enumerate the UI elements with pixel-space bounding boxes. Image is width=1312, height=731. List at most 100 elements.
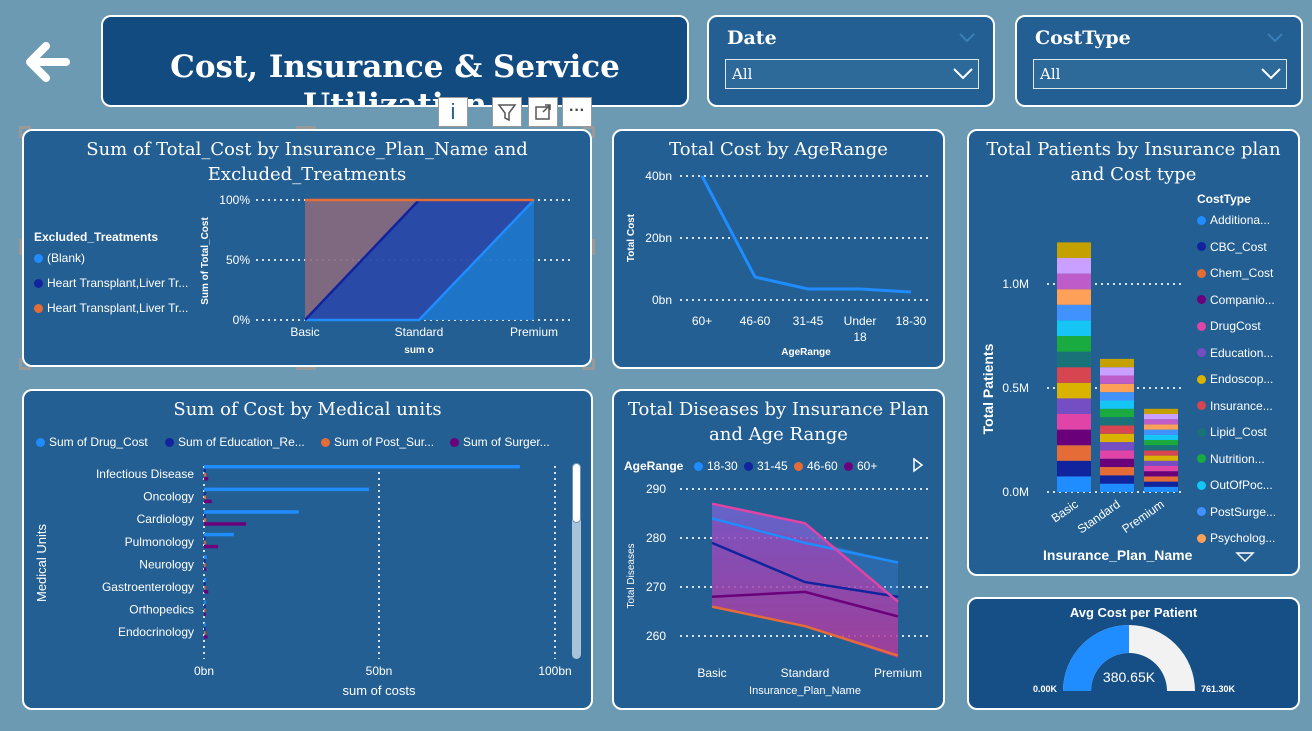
bar-segment[interactable] (1057, 336, 1091, 352)
bar[interactable] (204, 582, 206, 586)
back-button[interactable] (22, 38, 70, 86)
grouped-bars[interactable] (204, 465, 520, 639)
bar-segment[interactable] (1144, 445, 1178, 451)
legend-item[interactable]: OutOfPoc... (1197, 478, 1273, 492)
bar-segment[interactable] (1144, 429, 1178, 435)
bar-segment[interactable] (1100, 458, 1134, 468)
legend-item[interactable]: CBC_Cost (1197, 240, 1267, 254)
bar[interactable] (204, 536, 206, 541)
bar-segment[interactable] (1100, 450, 1134, 459)
bar[interactable] (204, 600, 206, 605)
bar[interactable] (204, 631, 206, 635)
bar[interactable] (204, 499, 212, 504)
bar[interactable] (204, 623, 206, 627)
bar-segment[interactable] (1100, 383, 1134, 393)
bar[interactable] (204, 469, 206, 473)
bar[interactable] (204, 477, 209, 481)
bar[interactable] (204, 586, 206, 590)
bar[interactable] (204, 563, 206, 567)
bar-segment[interactable] (1057, 351, 1091, 368)
date-dropdown[interactable]: All (725, 59, 979, 89)
legend-item[interactable]: Additiona... (1197, 213, 1270, 227)
info-button[interactable]: i (438, 97, 468, 127)
bar-segment[interactable] (1100, 367, 1134, 376)
bar-segment[interactable] (1100, 467, 1134, 476)
legend-item[interactable]: PostSurge... (1197, 505, 1276, 519)
bar[interactable] (204, 578, 207, 582)
bar[interactable] (204, 559, 206, 563)
bar[interactable] (204, 540, 206, 545)
bar[interactable] (204, 495, 207, 500)
legend-item[interactable]: 18-30 (694, 459, 738, 473)
more-options-button[interactable]: ··· (562, 97, 592, 127)
line-series[interactable] (711, 590, 899, 618)
scrollbar-thumb[interactable] (572, 463, 581, 523)
bar[interactable] (204, 522, 247, 526)
bar-segment[interactable] (1144, 424, 1178, 430)
bar-segment[interactable] (1100, 392, 1134, 401)
legend-item[interactable]: Heart Transplant,Liver Tr... (34, 301, 188, 315)
bar-segment[interactable] (1057, 289, 1091, 305)
bar[interactable] (204, 627, 206, 631)
bar[interactable] (204, 608, 206, 613)
line-series[interactable] (711, 502, 899, 603)
avg-cost-gauge[interactable]: Avg Cost per Patient 380.65K 0.00K 761.3… (967, 597, 1300, 710)
bar-segment[interactable] (1057, 445, 1091, 461)
legend-next-icon[interactable] (912, 457, 924, 473)
legend-item[interactable]: (Blank) (34, 251, 85, 265)
bar[interactable] (204, 590, 209, 594)
chevron-down-icon[interactable] (1267, 33, 1283, 43)
bar-segment[interactable] (1144, 419, 1178, 425)
patients-plan-chart[interactable]: Total Patients by Insurance plan and Cost… (967, 129, 1300, 576)
legend-item[interactable]: Chem_Cost (1197, 266, 1273, 280)
bar-segment[interactable] (1100, 433, 1134, 443)
bar-segment[interactable] (1057, 258, 1091, 274)
bar[interactable] (204, 510, 299, 514)
line-series[interactable] (711, 541, 899, 599)
legend-item[interactable]: Sum of Surger... (450, 435, 550, 449)
stacked-bars[interactable] (1057, 242, 1178, 492)
bar-segment[interactable] (1144, 414, 1178, 420)
line-series[interactable] (711, 517, 899, 564)
scrollbar[interactable] (572, 463, 581, 659)
area-series-2[interactable] (305, 200, 534, 320)
line-series[interactable] (700, 175, 912, 294)
bar-segment[interactable] (1144, 455, 1178, 461)
bar-segment[interactable] (1057, 242, 1091, 258)
bar[interactable] (204, 567, 207, 571)
bar-segment[interactable] (1057, 367, 1091, 383)
bar-segment[interactable] (1144, 481, 1178, 487)
legend-item[interactable]: Sum of Post_Sur... (321, 435, 434, 449)
costtype-dropdown[interactable]: All (1033, 59, 1287, 89)
bar[interactable] (204, 612, 206, 617)
bar-segment[interactable] (1144, 408, 1178, 414)
chevron-down-icon[interactable] (959, 33, 975, 43)
bar[interactable] (204, 555, 207, 559)
bar-segment[interactable] (1144, 476, 1178, 482)
bar-segment[interactable] (1144, 440, 1178, 446)
legend-item[interactable]: Lipid_Cost (1197, 425, 1267, 439)
bar[interactable] (204, 544, 219, 549)
legend-scroll-down-icon[interactable] (1235, 551, 1255, 563)
bar-segment[interactable] (1057, 476, 1091, 492)
bar-segment[interactable] (1100, 417, 1134, 426)
legend-item[interactable]: Psycholog... (1197, 531, 1275, 545)
bar-segment[interactable] (1100, 425, 1134, 434)
bar[interactable] (204, 491, 206, 496)
bar[interactable] (204, 604, 206, 609)
focus-mode-button[interactable] (528, 97, 558, 127)
diseases-plan-chart[interactable]: Total Diseases by Insurance Plan and Age … (612, 389, 945, 710)
bar-segment[interactable] (1144, 486, 1178, 492)
medical-units-chart[interactable]: Sum of Cost by Medical units Sum of Drug… (22, 389, 593, 710)
cost-age-chart[interactable]: Total Cost by AgeRange 40bn 20bn 0bn 60+… (612, 129, 945, 369)
bar-segment[interactable] (1100, 375, 1134, 384)
bar[interactable] (204, 532, 234, 537)
bar-segment[interactable] (1057, 398, 1091, 414)
bar[interactable] (204, 487, 369, 492)
legend-item[interactable]: Sum of Drug_Cost (36, 435, 148, 449)
bar-segment[interactable] (1057, 414, 1091, 430)
bar-segment[interactable] (1057, 273, 1091, 290)
bar[interactable] (204, 473, 207, 477)
bar[interactable] (204, 514, 206, 518)
legend-item[interactable]: Insurance... (1197, 399, 1273, 413)
